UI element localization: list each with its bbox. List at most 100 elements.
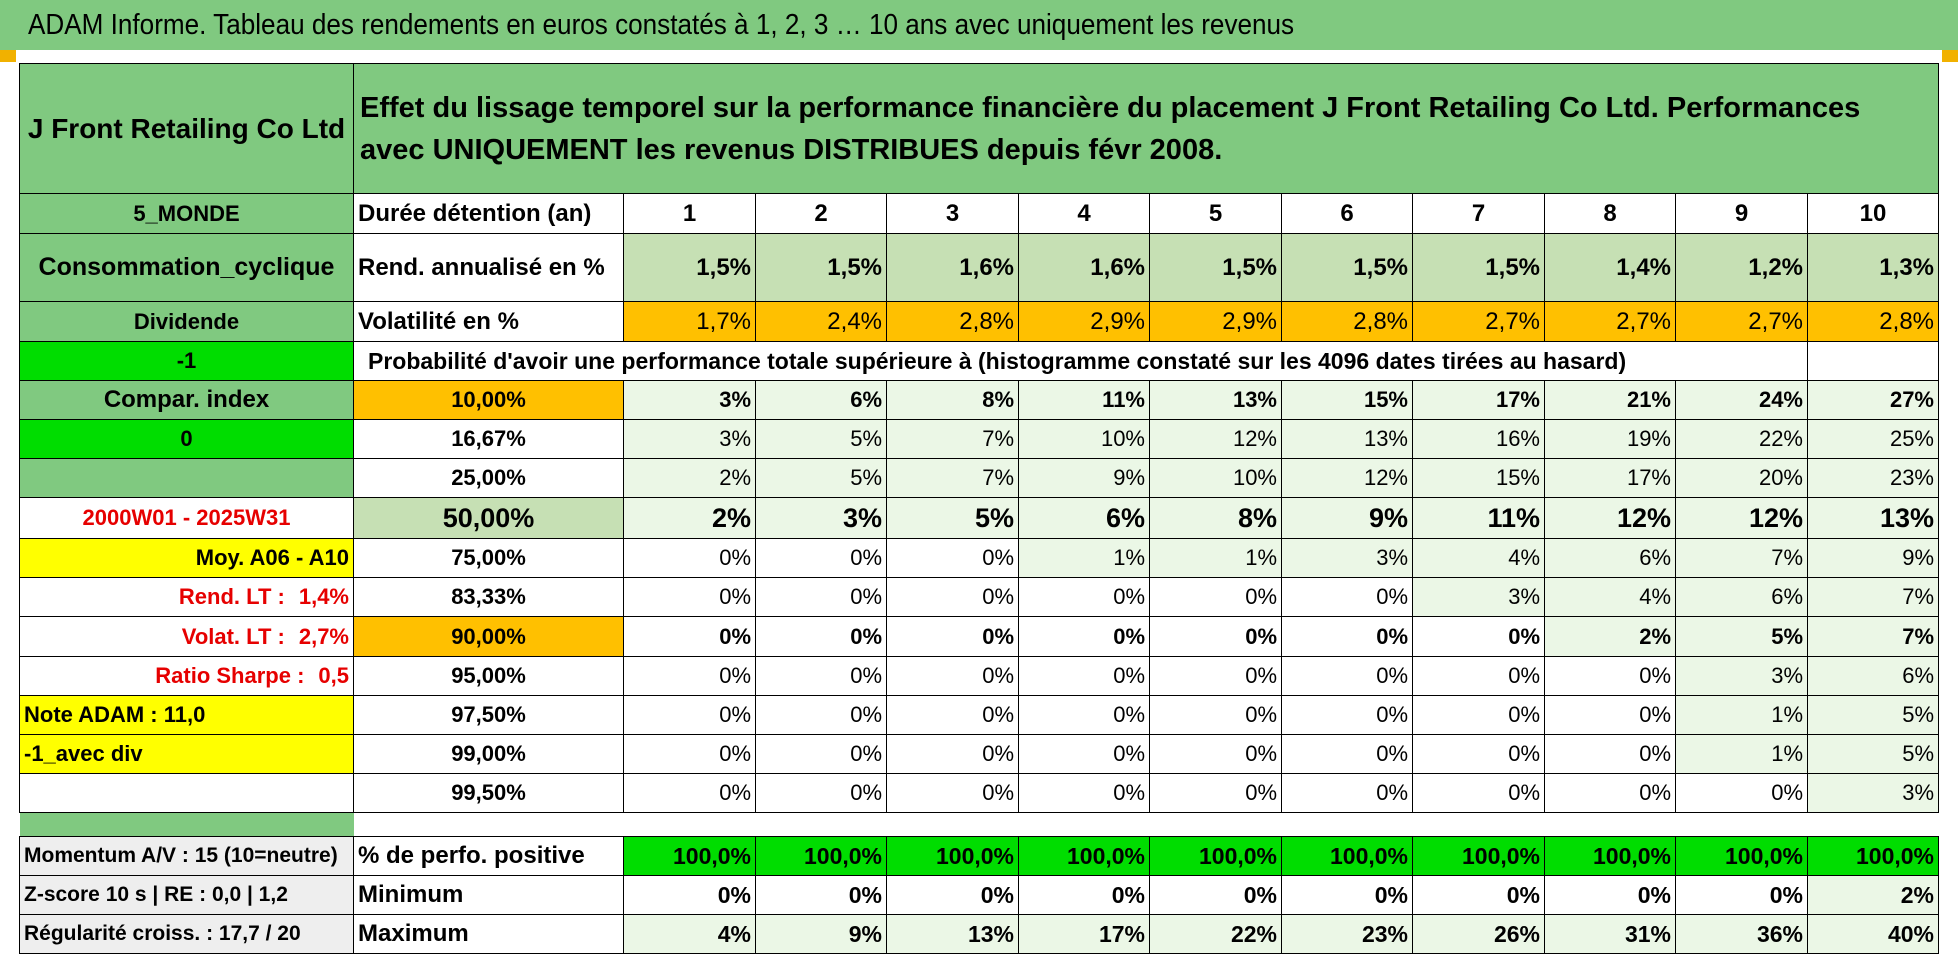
minimum-value: 0% <box>1675 875 1808 915</box>
prob-value: 0% <box>886 734 1019 774</box>
prob-value: 11% <box>1412 497 1545 539</box>
prob-value: 0% <box>1412 616 1545 657</box>
year-header-9: 9 <box>1675 193 1808 234</box>
maximum-value: 36% <box>1675 914 1808 954</box>
minimum-value: 0% <box>1281 875 1413 915</box>
year-header-6: 6 <box>1281 193 1413 234</box>
prob-value: 0% <box>1412 734 1545 774</box>
value-b: 0 <box>19 419 354 459</box>
prob-value: 0% <box>755 616 887 657</box>
rend-value: 1,6% <box>886 233 1019 302</box>
prob-value: 3% <box>623 419 756 459</box>
prob-value: 8% <box>1149 497 1282 539</box>
moy-label: Moy. A06 - A10 <box>19 538 354 578</box>
prob-value: 0% <box>886 577 1019 617</box>
prob-value: 0% <box>623 538 756 578</box>
threshold-cell: 97,50% <box>353 695 624 735</box>
prob-value: 0% <box>755 656 887 696</box>
left-blank-cell <box>19 458 354 498</box>
minimum-value: 0% <box>1018 875 1150 915</box>
year-header-3: 3 <box>886 193 1019 234</box>
prob-value: 0% <box>1281 773 1413 813</box>
threshold-cell: 16,67% <box>353 419 624 459</box>
maximum-value: 40% <box>1807 914 1939 954</box>
prob-value: 13% <box>1281 419 1413 459</box>
vol-value: 2,8% <box>886 301 1019 342</box>
prob-value: 1% <box>1675 695 1808 735</box>
prob-value: 0% <box>1149 773 1282 813</box>
minimum-value: 0% <box>1544 875 1676 915</box>
prob-value: 0% <box>623 616 756 657</box>
prob-value: 0% <box>1149 734 1282 774</box>
positive-perf-value: 100,0% <box>1412 836 1545 876</box>
prob-value: 0% <box>886 656 1019 696</box>
performance-table: J Front Retailing Co Ltd Effet du lissag… <box>19 63 1939 954</box>
prob-value: 0% <box>1412 773 1545 813</box>
volat-lt: Volat. LT : 2,7% <box>19 616 354 657</box>
prob-value: 7% <box>1807 616 1939 657</box>
threshold-cell: 99,50% <box>353 773 624 813</box>
prob-value: 5% <box>1807 734 1939 774</box>
prob-value: 0% <box>1281 577 1413 617</box>
prob-value: 0% <box>755 538 887 578</box>
prob-value: 3% <box>1807 773 1939 813</box>
ratio-sharpe-value: 0,5 <box>318 663 349 688</box>
volat-lt-label: Volat. LT : <box>181 623 285 649</box>
year-header-1: 1 <box>623 193 756 234</box>
minimum-value: 0% <box>755 875 887 915</box>
positive-perf-value: 100,0% <box>1149 836 1282 876</box>
prob-value: 0% <box>1149 616 1282 657</box>
value-a: -1 <box>19 341 354 381</box>
maximum-value: 17% <box>1018 914 1150 954</box>
prob-value: 15% <box>1281 380 1413 420</box>
prob-value: 2% <box>623 497 756 539</box>
spacer-cell <box>354 813 1939 837</box>
positive-perf-value: 100,0% <box>886 836 1019 876</box>
prob-value: 0% <box>623 695 756 735</box>
note-adam: Note ADAM : 11,0 <box>19 695 354 735</box>
prob-value: 0% <box>623 656 756 696</box>
rend-value: 1,5% <box>623 233 756 302</box>
prob-value: 13% <box>1149 380 1282 420</box>
positive-perf-value: 100,0% <box>1544 836 1676 876</box>
rend-value: 1,6% <box>1018 233 1150 302</box>
year-header-7: 7 <box>1412 193 1545 234</box>
prob-value: 4% <box>1544 577 1676 617</box>
positive-perf-value: 100,0% <box>1675 836 1808 876</box>
maximum-value: 9% <box>755 914 887 954</box>
header-description: Effet du lissage temporel sur la perform… <box>353 63 1939 194</box>
type-label: Dividende <box>19 301 354 342</box>
vol-value: 2,7% <box>1544 301 1676 342</box>
prob-value: 12% <box>1544 497 1676 539</box>
rend-lt: Rend. LT : 1,4% <box>19 577 354 617</box>
prob-value: 3% <box>623 380 756 420</box>
prob-value: 0% <box>886 773 1019 813</box>
prob-value: 24% <box>1675 380 1808 420</box>
prob-value: 0% <box>1018 616 1150 657</box>
year-header-4: 4 <box>1018 193 1150 234</box>
momentum-label: Momentum A/V : 15 (10=neutre) <box>19 836 354 876</box>
prob-value: 20% <box>1675 458 1808 498</box>
zscore-label: Z-score 10 s | RE : 0,0 | 1,2 <box>19 875 354 915</box>
prob-value: 5% <box>755 458 887 498</box>
prob-value: 22% <box>1675 419 1808 459</box>
minimum-value: 0% <box>1149 875 1282 915</box>
threshold-cell: 90,00% <box>353 616 624 657</box>
prob-value: 11% <box>1018 380 1150 420</box>
prob-value: 0% <box>1018 695 1150 735</box>
maximum-value: 22% <box>1149 914 1282 954</box>
prob-value: 0% <box>1281 734 1413 774</box>
prob-value: 15% <box>1412 458 1545 498</box>
positive-perf-value: 100,0% <box>623 836 756 876</box>
prob-value: 0% <box>1281 656 1413 696</box>
minimum-value: 0% <box>1412 875 1545 915</box>
report-title-bar: ADAM Informe. Tableau des rendements en … <box>0 0 1958 50</box>
minimum-value: 0% <box>623 875 756 915</box>
period-label: 2000W01 - 2025W31 <box>19 497 354 539</box>
prob-value: 3% <box>1412 577 1545 617</box>
ratio-sharpe: Ratio Sharpe : 0,5 <box>19 656 354 696</box>
minimum-value: 2% <box>1807 875 1939 915</box>
positive-perf-label: % de perfo. positive <box>353 836 624 876</box>
prob-value: 0% <box>1149 656 1282 696</box>
vol-value: 1,7% <box>623 301 756 342</box>
